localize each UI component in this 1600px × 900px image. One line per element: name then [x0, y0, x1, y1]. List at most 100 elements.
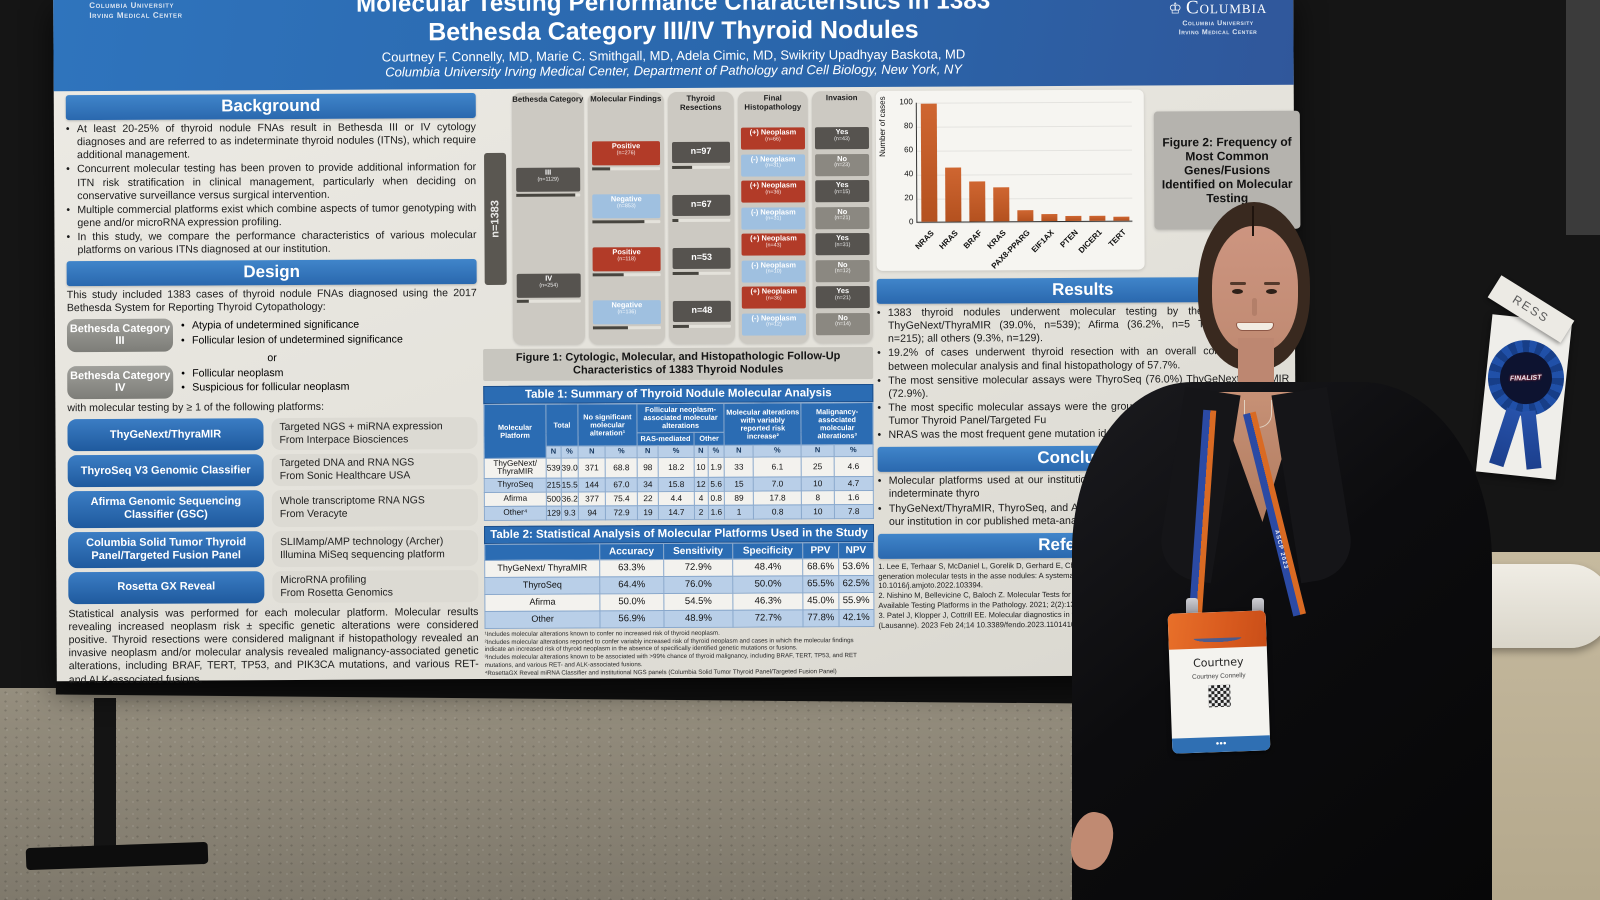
figure1-mini-bar	[672, 271, 731, 276]
figure1-node: (-) Neoplasm (n=31)	[741, 206, 806, 230]
table2-value-cell: 65.5%	[802, 575, 839, 593]
figure1-node-n: (n=276)	[616, 149, 636, 156]
platform-list: ThyGeNext/ThyraMIR Targeted NGS + miRNA e…	[67, 417, 479, 605]
figure1-node: No (n=21)	[815, 206, 870, 229]
figure1-node-n: (n=36)	[765, 188, 782, 196]
background-section-header: Background	[65, 93, 476, 121]
table2-platform-cell: ThyroSeq	[484, 576, 601, 595]
bethesda4-row: Bethesda Category IV Follicular neoplasm…	[67, 364, 477, 400]
figure1-node-n: (n=254)	[539, 282, 559, 289]
chart-bar	[993, 187, 1010, 222]
figure1-node-n: (n=10)	[765, 268, 782, 275]
background-bullet: At least 20-25% of thyroid nodule FNAs r…	[66, 121, 476, 163]
figure1-node: Negative (n=853)	[592, 194, 661, 219]
table1-platform-cell: ThyGeNext/ ThyraMIR	[484, 457, 547, 479]
figure1-node: III (n=1129)	[516, 167, 581, 192]
table2-value-cell: 50.0%	[600, 593, 664, 611]
table1-header-cell: Malignancy-associated molecular alterati…	[801, 402, 874, 446]
eye	[1266, 289, 1277, 294]
platform-name: ThyGeNext/ThyraMIR	[67, 418, 264, 452]
figure1-node-n: (n=118)	[617, 255, 636, 262]
platform-name: Columbia Solid Tumor Thyroid Panel/Targe…	[68, 530, 265, 569]
table1-header-cell: N	[637, 446, 659, 458]
logo-right-line2: Irving Medical Center	[1178, 29, 1258, 37]
figure1-mini-bar-fill	[592, 272, 624, 277]
table2-data-row: Afirma 50.0% 54.5% 46.3% 45.0% 55.9%	[484, 592, 874, 612]
platform-desc-line: Illumina MiSeq sequencing platform	[280, 548, 445, 561]
platform-description: Targeted DNA and RNA NGS From Sonic Healt…	[271, 453, 478, 487]
table2-value-cell: 55.9%	[838, 592, 874, 610]
lanyard-clip	[1186, 598, 1198, 616]
table1-header-cell: %	[753, 445, 802, 457]
wall-pillar	[1566, 0, 1600, 235]
platform-row: Columbia Solid Tumor Thyroid Panel/Targe…	[68, 529, 479, 569]
table1-header-cell: Other	[693, 432, 725, 446]
poster-stand-leg	[94, 698, 116, 856]
bethesda4-item: Suspicious for follicular neoplasm	[181, 381, 349, 396]
table1-header-cell: %	[833, 444, 874, 457]
figure1-column-header: Invasion	[825, 93, 858, 103]
platform-desc-line: From Interpace Biosciences	[279, 434, 409, 447]
chart-bar	[920, 104, 938, 222]
table1-value-cell: 15.5	[561, 477, 579, 493]
figure1-resection-node: n=67	[672, 194, 731, 217]
figure1-node: IV (n=254)	[516, 273, 581, 298]
table1-value-cell: 1	[724, 504, 754, 520]
figure1-node: Yes (n=21)	[815, 285, 870, 309]
table1-header-cell: N	[724, 445, 754, 457]
table1-value-cell: 12	[694, 477, 708, 492]
table2-header-cell: NPV	[838, 542, 874, 559]
table2-header-cell: Specificity	[732, 542, 803, 560]
table2-value-cell: 68.6%	[802, 558, 839, 576]
figure1-mini-bar	[592, 166, 661, 171]
figure1-node: Yes (n=15)	[815, 179, 870, 203]
figure1-resection-node: n=97	[671, 141, 731, 164]
figure1-resection-label: n=67	[690, 198, 712, 209]
poster-left-column: Background At least 20-25% of thyroid no…	[65, 93, 479, 687]
bethesda3-items: Atypia of undetermined significanceFolli…	[181, 319, 403, 350]
table1-value-cell: 0.8	[707, 491, 725, 506]
columbia-logo-left: Columbia University Irving Medical Cente…	[89, 1, 182, 22]
table2-value-cell: 46.3%	[733, 592, 804, 611]
table1-header-cell: N	[693, 445, 708, 458]
figure1-resection-node: n=48	[672, 300, 731, 323]
hair-part-line	[1252, 206, 1254, 236]
table-footnote: ⁴RosettaGX Reveal miRNA Classifier and i…	[484, 667, 837, 677]
columbia-wordmark: Columbia	[1185, 0, 1268, 19]
figure1-mini-bar-fill	[672, 324, 690, 329]
table1-value-cell: 129	[546, 506, 562, 521]
platform-description: SLIMamp/AMP technology (Archer) Illumina …	[272, 529, 479, 568]
table1-molecular-analysis: Molecular Platform Total No significant mo…	[483, 402, 874, 521]
bethesda3-box: Bethesda Category III	[66, 318, 174, 352]
figure1-node-n: (n=43)	[765, 241, 782, 249]
table1-value-cell: 89	[724, 490, 754, 506]
figure1-resection-label: n=48	[691, 304, 713, 315]
table2-value-cell: 72.7%	[733, 609, 804, 628]
table1-value-cell: 75.4	[605, 491, 638, 506]
figure1-node: (-) Neoplasm (n=31)	[741, 153, 806, 177]
table1-platform-cell: Other⁴	[484, 506, 547, 521]
figure1-caption: Figure 1: Cytologic, Molecular, and Hist…	[483, 346, 874, 382]
table1-header-cell: Molecular alterations with variably repo…	[724, 403, 802, 446]
figure1-total-label: n=1383	[489, 200, 502, 238]
table1-value-cell: 5.6	[707, 477, 725, 492]
figure1-mini-bar-fill	[516, 299, 529, 303]
bethesda3-row: Bethesda Category III Atypia of undeterm…	[66, 317, 477, 352]
table2-platform-cell: ThyGeNext/ ThyraMIR	[484, 559, 600, 578]
figure1-total-bar: n=1383	[484, 152, 507, 285]
figure1-mini-bar	[592, 272, 661, 277]
smile	[1236, 322, 1274, 331]
design-outro: with molecular testing by ≥ 1 of the fol…	[67, 400, 325, 415]
figure1-node: (+) Neoplasm (n=36)	[741, 286, 806, 309]
chart-gridline	[916, 125, 1132, 128]
poster-header: Columbia University Irving Medical Cente…	[53, 0, 1294, 92]
table2-value-cell: 54.5%	[663, 593, 734, 611]
figure1-node-n: (n=36)	[765, 294, 782, 302]
figure1-resection-label: n=97	[690, 145, 712, 156]
platform-desc-line: SLIMamp/AMP technology (Archer)	[280, 535, 444, 548]
background-bullet-list: At least 20-25% of thyroid nodule FNAs r…	[66, 121, 477, 257]
conference-badge: Courtney Courtney Connelly ●●●	[1167, 610, 1271, 754]
table1-platform-cell: Afirma	[484, 492, 547, 507]
chart-gridline	[916, 101, 1132, 104]
